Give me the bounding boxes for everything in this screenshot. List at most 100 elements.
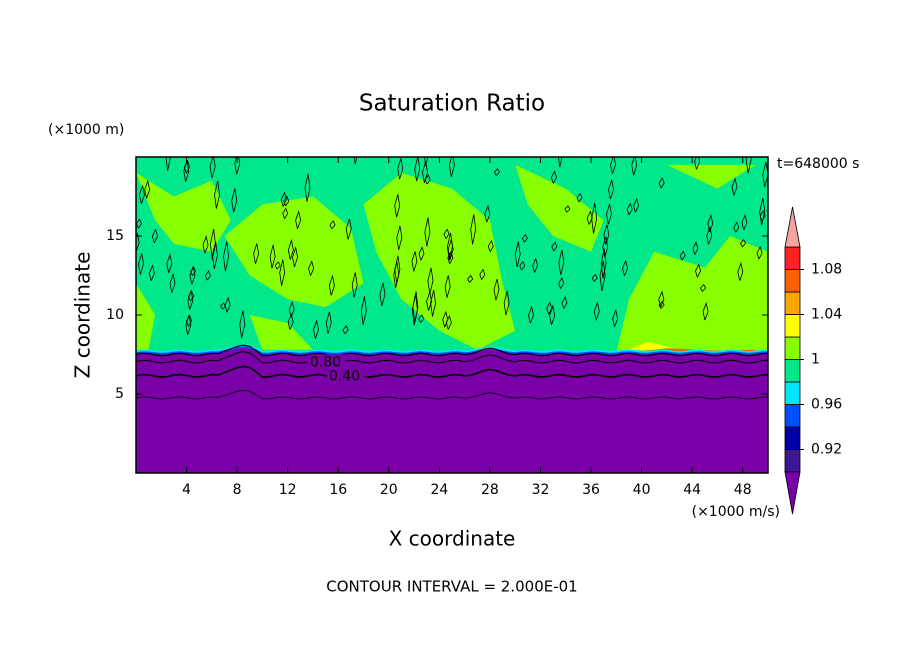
contour-line	[214, 180, 221, 209]
contour-line	[287, 313, 294, 330]
contour-line	[189, 265, 196, 285]
field-region	[616, 236, 768, 353]
x-tick-label: 24	[430, 482, 448, 498]
field-region	[629, 341, 680, 350]
x-tick-label: 32	[532, 482, 550, 498]
colorbar-band	[784, 381, 801, 405]
contour-line	[551, 241, 558, 252]
contour-line	[219, 302, 227, 310]
contour-line	[631, 157, 638, 176]
field-contour	[136, 344, 768, 355]
contour-line	[151, 228, 158, 244]
x-tick-label: 16	[329, 482, 347, 498]
contour-line	[231, 188, 238, 213]
field-region	[249, 315, 313, 350]
contour-line	[606, 203, 612, 225]
contour-line	[274, 261, 281, 270]
contour-line	[603, 224, 610, 245]
colorbar-band	[784, 336, 801, 360]
x-tick-label: 4	[182, 482, 191, 498]
contour-line	[287, 238, 294, 260]
contour-line	[202, 235, 209, 254]
y-unit-label: (×1000 m)	[48, 122, 124, 138]
contour-line	[702, 302, 709, 321]
contour-line	[731, 177, 738, 196]
contour-line	[424, 217, 431, 247]
contour-line	[211, 241, 218, 270]
contour-line	[658, 290, 665, 308]
contour-line	[759, 209, 766, 222]
contour-line	[602, 236, 609, 258]
contour-line	[626, 202, 633, 216]
contour-line	[138, 184, 145, 204]
colorbar-tick-label: 1.08	[811, 262, 842, 278]
contour-line	[550, 170, 557, 184]
contour-line	[733, 221, 740, 233]
colorbar-band	[784, 426, 801, 450]
y-tick-label: 10	[106, 307, 124, 323]
contour-line	[279, 259, 286, 286]
contour-line	[503, 290, 510, 316]
contour-line	[223, 241, 230, 272]
colorbar-over	[784, 206, 801, 248]
contour-line	[342, 325, 349, 335]
contour-line	[737, 261, 744, 281]
contour-line	[136, 389, 768, 400]
contour-line	[280, 191, 287, 207]
colorbar-band	[784, 291, 801, 315]
contour-line	[165, 157, 171, 172]
contour-line	[136, 365, 768, 378]
colorbar-band	[784, 246, 801, 270]
contour-line	[586, 210, 593, 225]
contour-line	[633, 197, 640, 213]
contour-line	[612, 309, 619, 327]
contour-line	[430, 289, 437, 317]
field-region	[136, 172, 231, 252]
colorbar-tick-label: 0.92	[811, 442, 842, 458]
contour-line	[345, 218, 352, 240]
contour-line	[591, 273, 598, 282]
contour-line	[394, 194, 401, 218]
contour-line	[269, 244, 276, 269]
contour-line	[448, 157, 455, 178]
contour-line	[136, 232, 140, 252]
x-tick-label: 28	[481, 482, 499, 498]
contour-label: 0.40	[329, 369, 360, 385]
colorbar-band	[784, 404, 801, 428]
contour-line	[487, 239, 494, 252]
field-region	[136, 283, 155, 350]
contour-line	[204, 270, 211, 281]
contour-line	[564, 205, 571, 213]
contour-line	[521, 233, 528, 243]
x-tick-label: 48	[734, 482, 752, 498]
contour-line	[532, 257, 539, 273]
contour-line	[424, 174, 431, 185]
field-region	[515, 164, 604, 252]
contour-line	[443, 228, 450, 239]
colorbar-tick-label: 1	[811, 352, 820, 368]
chart-title: Saturation Ratio	[359, 91, 545, 117]
contour-line	[169, 272, 176, 294]
contour-line	[741, 213, 748, 231]
contour-line	[283, 195, 290, 207]
contour-line	[329, 220, 336, 230]
contour-line	[445, 314, 452, 330]
contour-line	[479, 268, 486, 280]
contour-line	[188, 290, 195, 302]
contour-line	[493, 168, 500, 176]
contour-line	[288, 301, 295, 318]
contour-line	[136, 344, 768, 357]
contour-line	[328, 274, 335, 296]
contour-line	[422, 161, 428, 184]
colorbar-band	[784, 269, 801, 293]
contour-line	[360, 296, 367, 325]
contour-line	[325, 311, 332, 334]
contour-line	[679, 250, 686, 261]
contour-line	[514, 241, 521, 268]
contour-line	[138, 253, 145, 275]
contour-line	[694, 157, 701, 170]
contour-line	[209, 157, 216, 179]
contour-line	[622, 259, 629, 277]
x-tick-label: 40	[633, 482, 651, 498]
